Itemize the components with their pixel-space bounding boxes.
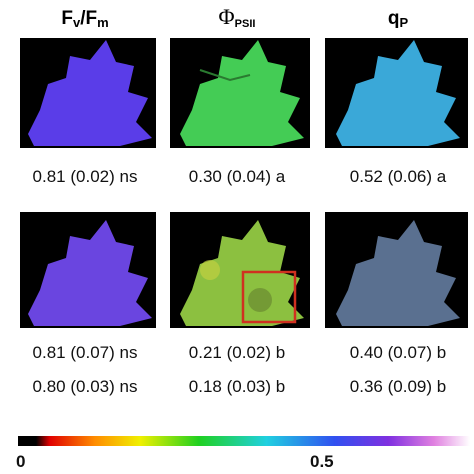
value-text: 0.81 (0.02) ns (33, 167, 138, 186)
value-text: 0.36 (0.09) b (350, 377, 446, 396)
value-text: 0.21 (0.02) b (189, 343, 285, 362)
image-panel (170, 212, 310, 328)
image-panel (325, 212, 468, 328)
value-text: 0.80 (0.03) ns (33, 377, 138, 396)
image-panel (325, 38, 468, 148)
colorbar-label: 0.5 (310, 452, 334, 471)
value-text: 0.81 (0.07) ns (33, 343, 138, 362)
value-text: 0.40 (0.07) b (350, 343, 446, 362)
colorbar-label: 0 (16, 452, 25, 471)
value-text: 0.30 (0.04) a (189, 167, 286, 186)
colorbar (18, 436, 470, 446)
image-panel (20, 212, 156, 328)
header: Fv/Fm (61, 8, 108, 30)
header: ΦPSII (219, 4, 256, 30)
value-text: 0.18 (0.03) b (189, 377, 285, 396)
image-panel (170, 38, 310, 148)
header: qP (388, 8, 409, 30)
image-panel (20, 38, 156, 148)
value-text: 0.52 (0.06) a (350, 167, 447, 186)
